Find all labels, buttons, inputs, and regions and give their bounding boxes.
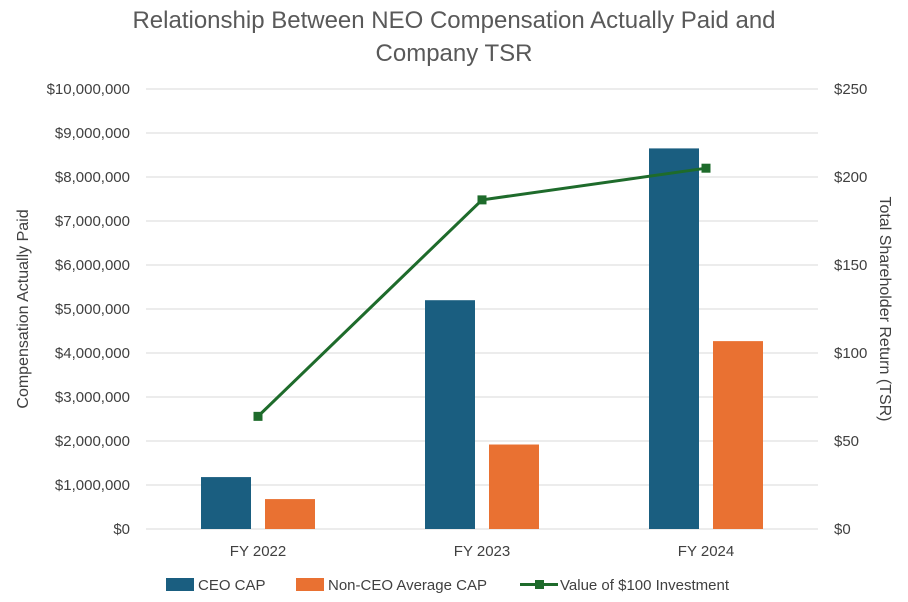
left-tick-label: $4,000,000 bbox=[55, 345, 130, 362]
bar-non-ceo-cap bbox=[265, 499, 315, 529]
chart-title-line-2: Company TSR bbox=[376, 40, 533, 67]
legend-label-non-ceo-cap: Non-CEO Average CAP bbox=[328, 577, 487, 594]
chart-title-line-1: Relationship Between NEO Compensation Ac… bbox=[132, 7, 775, 34]
left-tick-label: $5,000,000 bbox=[55, 301, 130, 318]
legend: CEO CAP Non-CEO Average CAP Value of $10… bbox=[166, 577, 730, 594]
legend-label-ceo-cap: CEO CAP bbox=[198, 577, 266, 594]
tsr-point bbox=[477, 195, 487, 205]
x-axis-ticks: FY 2022 FY 2023 FY 2024 bbox=[230, 543, 734, 560]
right-tick-label: $250 bbox=[834, 81, 867, 98]
left-tick-label: $1,000,000 bbox=[55, 477, 130, 494]
left-tick-label: $9,000,000 bbox=[55, 125, 130, 142]
x-tick-label: FY 2022 bbox=[230, 543, 286, 560]
left-tick-label: $2,000,000 bbox=[55, 433, 130, 450]
x-tick-label: FY 2024 bbox=[678, 543, 734, 560]
legend-swatch-ceo-cap bbox=[166, 578, 194, 591]
right-tick-label: $50 bbox=[834, 433, 859, 450]
left-tick-label: $8,000,000 bbox=[55, 169, 130, 186]
left-axis-title: Compensation Actually Paid bbox=[15, 209, 32, 408]
bar-non-ceo-cap bbox=[489, 444, 539, 529]
bars bbox=[201, 148, 763, 529]
left-tick-label: $0 bbox=[113, 521, 130, 538]
bar-non-ceo-cap bbox=[713, 341, 763, 529]
right-tick-label: $150 bbox=[834, 257, 867, 274]
bar-ceo-cap bbox=[425, 300, 475, 529]
right-tick-label: $200 bbox=[834, 169, 867, 186]
right-tick-label: $0 bbox=[834, 521, 851, 538]
right-tick-label: $100 bbox=[834, 345, 867, 362]
tsr-line-series bbox=[253, 163, 711, 421]
left-axis-ticks: $0 $1,000,000 $2,000,000 $3,000,000 $4,000,0… bbox=[47, 81, 130, 538]
tsr-point bbox=[701, 163, 711, 173]
right-axis-title: Total Shareholder Return (TSR) bbox=[876, 197, 893, 422]
bar-ceo-cap bbox=[201, 477, 251, 529]
legend-marker-tsr bbox=[535, 580, 544, 589]
legend-label-tsr: Value of $100 Investment bbox=[560, 577, 730, 594]
left-tick-label: $7,000,000 bbox=[55, 213, 130, 230]
bar-ceo-cap bbox=[649, 148, 699, 529]
tsr-point bbox=[253, 411, 263, 421]
right-axis-ticks: $0 $50 $100 $150 $200 $250 bbox=[834, 81, 867, 538]
left-tick-label: $10,000,000 bbox=[47, 81, 130, 98]
x-tick-label: FY 2023 bbox=[454, 543, 510, 560]
left-tick-label: $6,000,000 bbox=[55, 257, 130, 274]
left-tick-label: $3,000,000 bbox=[55, 389, 130, 406]
legend-swatch-non-ceo-cap bbox=[296, 578, 324, 591]
gridlines bbox=[146, 88, 818, 530]
